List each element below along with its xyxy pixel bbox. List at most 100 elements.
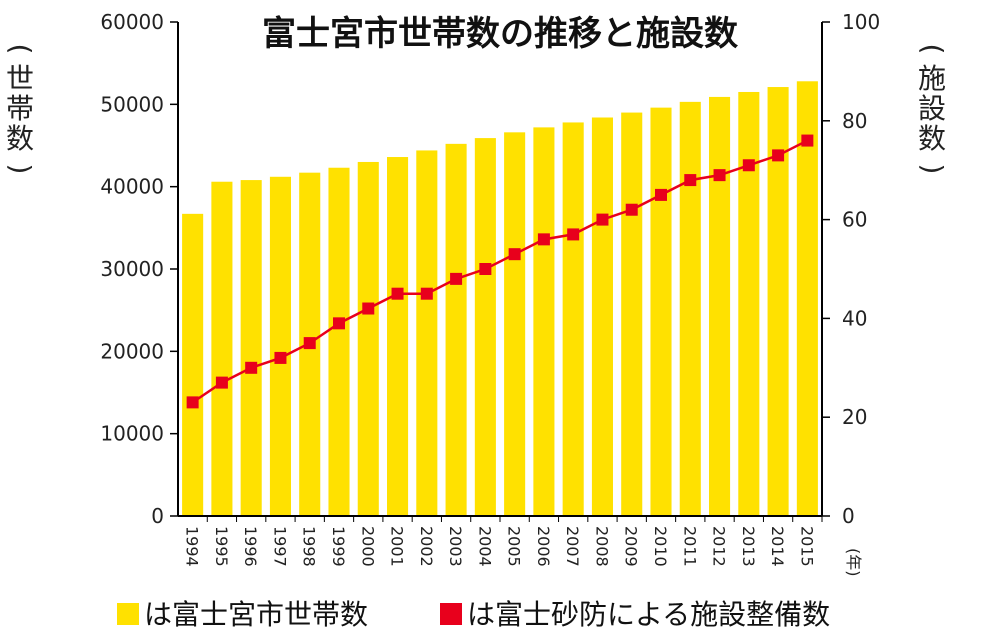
axis-label-char: 施 — [918, 62, 946, 95]
x-tick-label: 2009 — [622, 526, 641, 567]
x-tick-label: 1995 — [212, 526, 231, 567]
axis-label-char: ) — [916, 164, 949, 175]
x-tick-label: 2003 — [446, 526, 465, 567]
x-tick-label: 2000 — [358, 526, 377, 567]
x-tick-label: 1998 — [300, 526, 319, 567]
bar — [328, 167, 350, 517]
bar — [269, 176, 291, 516]
x-tick-label: 2015 — [797, 526, 816, 567]
line-point — [537, 233, 550, 246]
right-tick-label: 100 — [842, 10, 880, 34]
axis-label-char: 世 — [6, 62, 34, 95]
line-series — [186, 134, 814, 409]
x-tick-label: 2007 — [563, 526, 582, 567]
line-point — [742, 159, 755, 172]
line-point — [274, 351, 287, 364]
legend-swatch-line — [440, 603, 462, 625]
x-tick-label: 2014 — [768, 526, 787, 567]
bar — [416, 150, 438, 516]
x-tick-label: 1994 — [183, 526, 202, 567]
bar — [679, 101, 701, 516]
line-point — [245, 361, 258, 374]
line-point — [479, 263, 492, 275]
line-point — [391, 287, 404, 300]
right-tick-label: 0 — [842, 504, 855, 528]
left-axis-label: ( 世帯数) — [4, 44, 37, 175]
bar — [474, 138, 496, 516]
x-tick-label: 2011 — [680, 526, 699, 567]
legend-swatch-bar — [117, 603, 139, 625]
legend-label-bar: は富士宮市世帯数 — [144, 598, 368, 631]
axis-label-char: ( — [916, 44, 949, 55]
line-point — [596, 213, 609, 226]
left-tick-label: 0 — [151, 504, 164, 528]
left-tick-label: 40000 — [100, 175, 164, 199]
x-tick-label: 2004 — [475, 526, 494, 567]
bar — [211, 181, 233, 516]
left-tick-label: 30000 — [100, 257, 164, 281]
line-point — [801, 134, 814, 147]
line-point — [215, 376, 228, 389]
bar — [445, 143, 467, 516]
x-tick-label: 2006 — [534, 526, 553, 567]
bar — [357, 161, 379, 516]
right-tick-label: 80 — [842, 109, 867, 133]
bar — [240, 180, 262, 516]
bar — [767, 87, 789, 516]
bar-series — [182, 81, 818, 517]
bar — [533, 127, 555, 517]
right-tick-label: 20 — [842, 405, 867, 429]
line-point — [772, 149, 785, 162]
line-point — [684, 174, 697, 187]
x-tick-label: 2010 — [651, 526, 670, 567]
bar — [562, 122, 584, 517]
axis-label-char: 帯 — [6, 92, 34, 125]
line-point — [625, 203, 638, 216]
legend-label-line: は富士砂防による施設整備数 — [467, 598, 830, 631]
line-point — [450, 272, 463, 285]
x-tick-label: 2013 — [739, 526, 758, 567]
line-point — [303, 337, 316, 350]
right-tick-label: 60 — [842, 208, 867, 232]
line-point — [186, 396, 199, 409]
x-unit-label: (年) — [844, 548, 863, 577]
line-point — [333, 317, 345, 330]
chart-title: 富士宮市世帯数の推移と施設数 — [262, 14, 738, 54]
axis-label-char: 数 — [918, 122, 946, 155]
right-axis-label: ( 施設数) — [916, 44, 949, 175]
x-tick-label: 1997 — [270, 526, 289, 567]
line-point — [508, 248, 521, 261]
x-tick-label: 1996 — [241, 526, 260, 567]
bar — [738, 91, 760, 516]
axis-label-char: ( — [4, 44, 37, 55]
axis-label-char: 数 — [6, 122, 34, 155]
bar — [621, 112, 643, 517]
x-tick-label: 2001 — [388, 526, 407, 567]
x-tick-label: 1999 — [329, 526, 348, 567]
bar — [650, 107, 672, 517]
x-tick-label: 2008 — [592, 526, 611, 567]
bar — [709, 96, 731, 516]
line-path — [191, 139, 808, 404]
bar — [182, 213, 204, 516]
axis-label-char: ) — [4, 164, 37, 175]
bar — [591, 117, 613, 517]
x-tick-label: 2002 — [417, 526, 436, 567]
x-tick-label: 2012 — [710, 526, 729, 567]
right-tick-label: 40 — [842, 306, 867, 330]
legend: は富士宮市世帯数 は富士砂防による施設整備数 — [117, 598, 830, 631]
x-axis-ticks: 1994 1995 1996 1997 1998 1999 2000 2001 2002 2003… — [183, 516, 823, 567]
bar — [387, 157, 409, 516]
left-tick-label: 50000 — [100, 92, 164, 116]
axis-label-char: 設 — [918, 92, 946, 125]
line-point — [362, 302, 375, 315]
line-point — [567, 228, 580, 241]
line-point — [713, 169, 726, 182]
x-tick-label: 2005 — [505, 526, 524, 567]
left-tick-label: 60000 — [100, 10, 164, 34]
left-tick-label: 20000 — [100, 339, 164, 363]
line-point — [420, 287, 433, 300]
line-point — [655, 188, 667, 201]
bar — [504, 132, 526, 516]
